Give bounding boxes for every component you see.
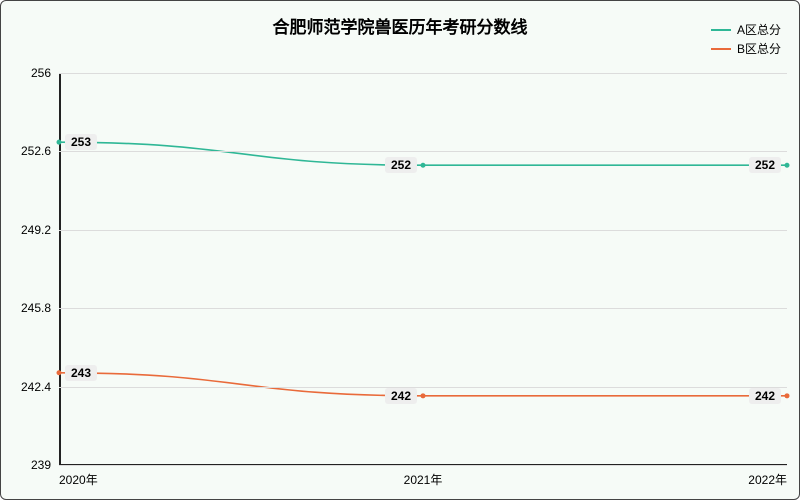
gridline: [59, 230, 787, 231]
gridline: [59, 387, 787, 388]
chart-container: 合肥师范学院兽医历年考研分数线 A区总分 B区总分 239242.4245.82…: [0, 0, 800, 500]
y-tick-label: 242.4: [21, 380, 59, 394]
line-layer: [59, 73, 787, 465]
plot-area: 239242.4245.8249.2252.62562020年2021年2022…: [59, 73, 787, 465]
chart-title: 合肥师范学院兽医历年考研分数线: [1, 13, 799, 38]
legend-item-a: A区总分: [711, 21, 781, 38]
x-tick-label: 2022年: [748, 465, 787, 488]
series-line: [59, 373, 787, 396]
series-marker: [421, 393, 426, 398]
y-tick-label: 252.6: [21, 144, 59, 158]
gridline: [59, 151, 787, 152]
legend-item-b: B区总分: [711, 40, 781, 57]
series-marker: [421, 163, 426, 168]
data-label: 243: [65, 365, 97, 381]
legend-swatch-b: [711, 48, 731, 50]
y-tick-label: 249.2: [21, 223, 59, 237]
y-tick-label: 239: [31, 458, 59, 472]
series-marker: [57, 370, 62, 375]
series-marker: [785, 163, 790, 168]
y-tick-label: 245.8: [21, 301, 59, 315]
data-label: 252: [749, 157, 781, 173]
legend: A区总分 B区总分: [711, 21, 781, 59]
data-label: 242: [749, 388, 781, 404]
gridline: [59, 73, 787, 74]
data-label: 252: [385, 157, 417, 173]
series-line: [59, 142, 787, 165]
series-marker: [785, 393, 790, 398]
legend-label-a: A区总分: [737, 21, 781, 38]
y-tick-label: 256: [31, 66, 59, 80]
x-tick-label: 2021年: [404, 465, 443, 488]
legend-label-b: B区总分: [737, 40, 781, 57]
legend-swatch-a: [711, 29, 731, 31]
gridline: [59, 308, 787, 309]
data-label: 242: [385, 388, 417, 404]
x-tick-label: 2020年: [59, 465, 98, 488]
data-label: 253: [65, 134, 97, 150]
